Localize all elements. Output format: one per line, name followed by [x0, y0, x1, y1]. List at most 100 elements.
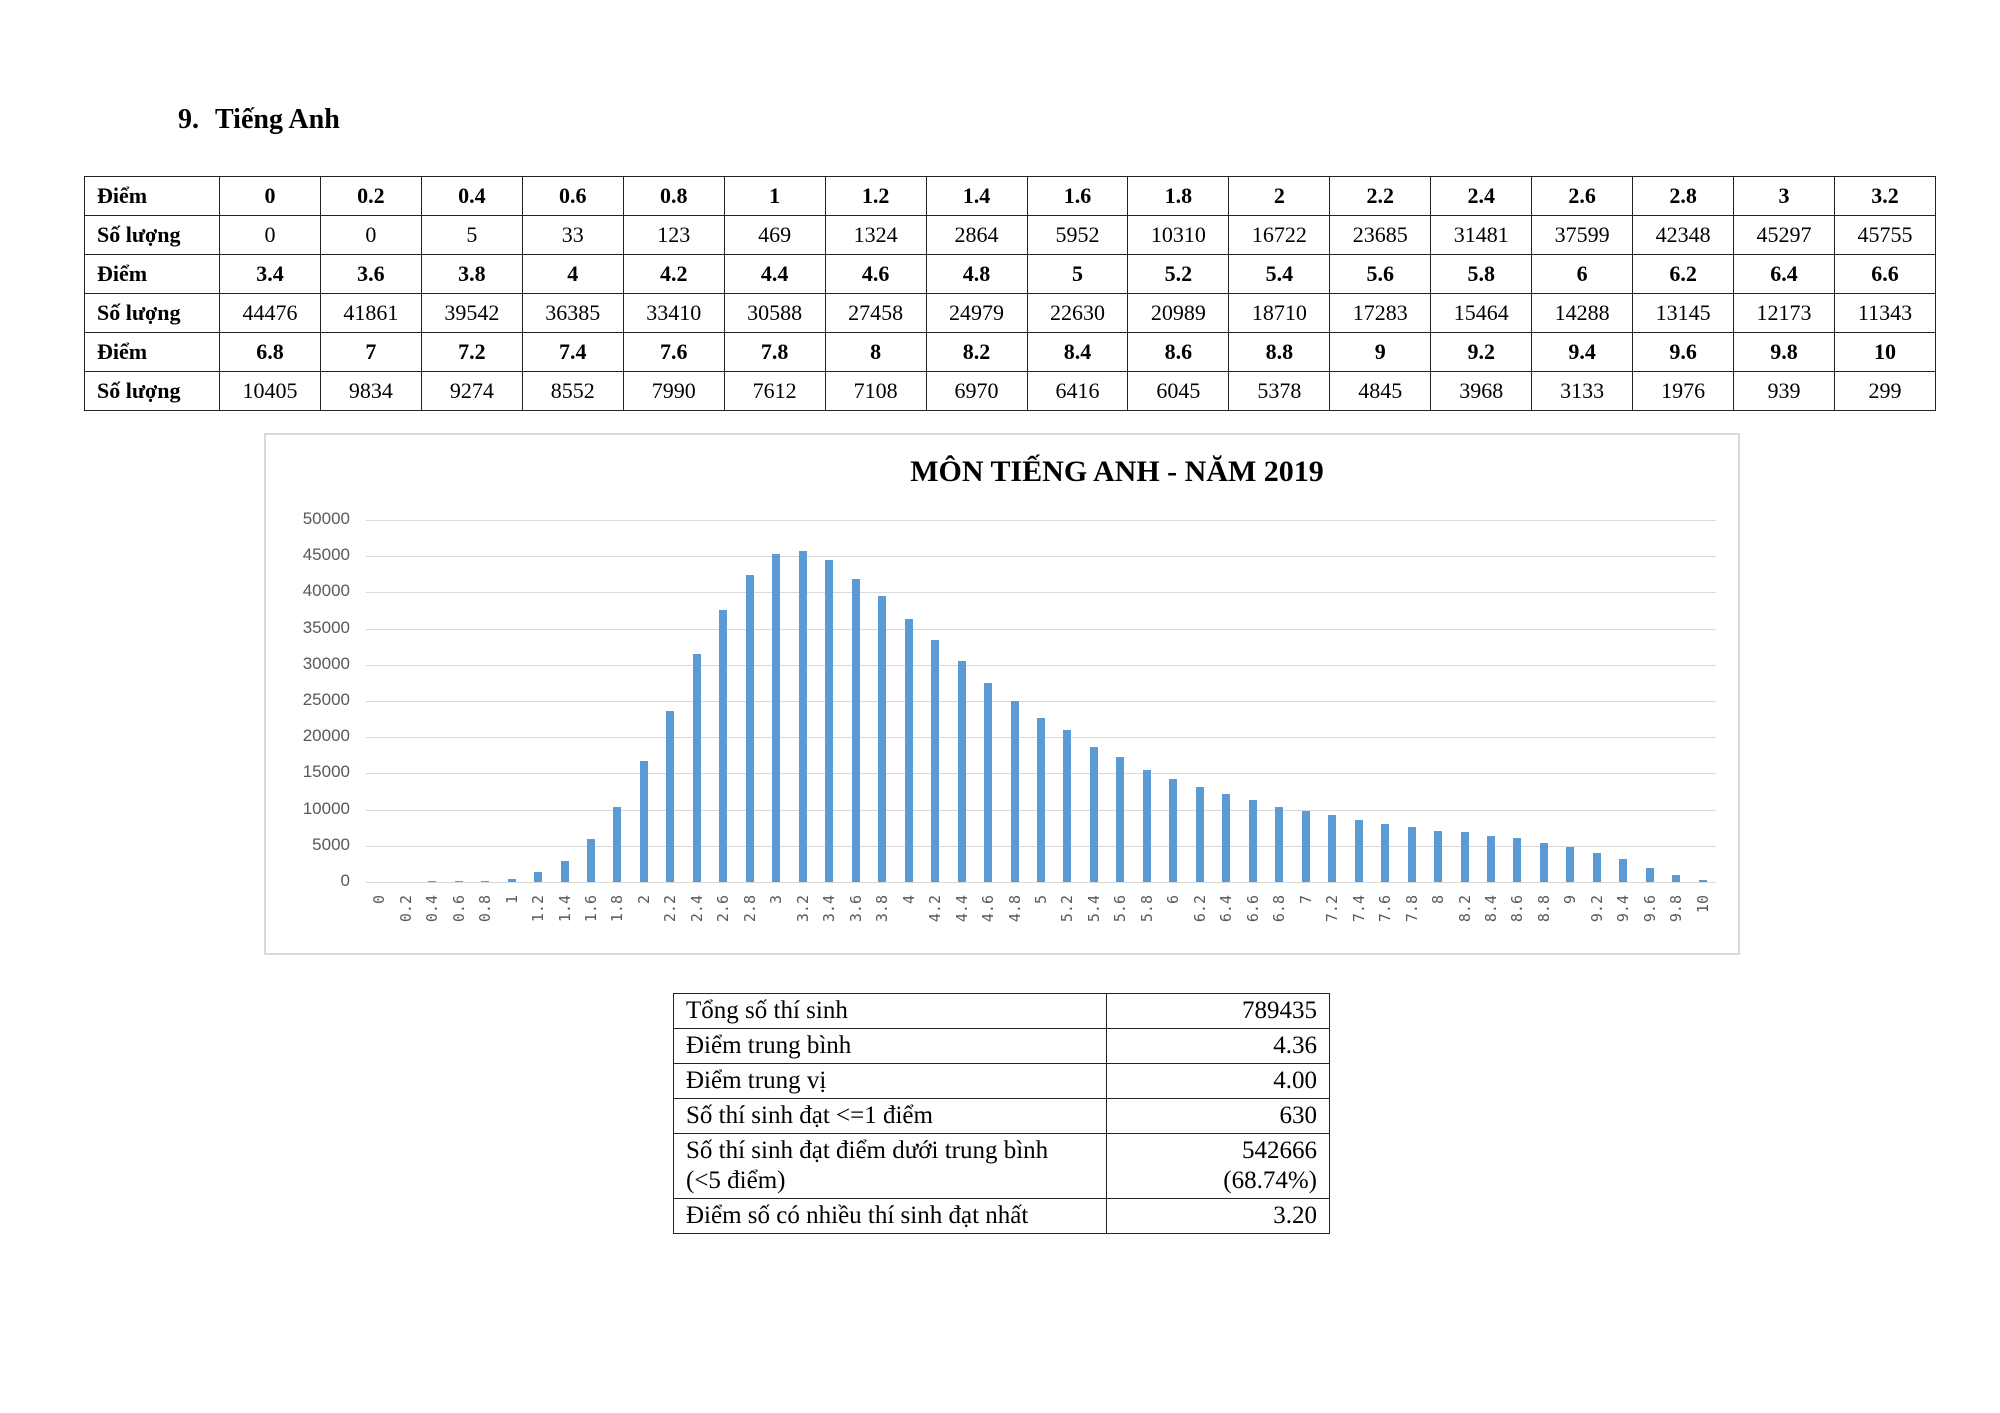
gridline — [366, 628, 1716, 630]
summary-value: 789435 — [1106, 993, 1330, 1029]
count-row: Số lượng 0 0 5 33 123 469 1324 2864 5952 10310 1672… — [84, 215, 1936, 255]
x-axis-tick-label: 7.6 — [1376, 895, 1395, 923]
histogram-bar — [560, 861, 569, 882]
count-row: Số lượng 44476 41861 39542 36385 33410 30588 27… — [84, 293, 1936, 333]
x-axis-tick-label: 10 — [1693, 895, 1712, 914]
x-axis-tick-label: 2.2 — [661, 895, 680, 923]
score-cell: 1.8 — [1127, 176, 1230, 216]
x-axis-tick-label: 1.8 — [608, 895, 627, 923]
row-header: Điểm — [84, 254, 220, 294]
summary-label-line2: (<5 điểm) — [686, 1167, 786, 1194]
count-cell: 9834 — [319, 371, 422, 411]
x-axis-tick-label: 8.8 — [1534, 895, 1553, 923]
count-cell: 14288 — [1531, 293, 1634, 333]
section-number: 9. — [178, 104, 199, 135]
score-row: Điểm 3.4 3.6 3.8 4 4.2 4.4 4.6 4.8 5 5.2 5.4 5.6 5.8 6… — [84, 254, 1936, 294]
histogram-bar — [613, 807, 622, 882]
count-cell: 30588 — [723, 293, 826, 333]
count-cell: 9274 — [420, 371, 523, 411]
row-header: Điểm — [84, 332, 220, 372]
x-axis-tick-label: 6.8 — [1270, 895, 1289, 923]
x-axis-tick-label: 0.8 — [476, 895, 495, 923]
x-axis-tick-label: 9.2 — [1587, 895, 1606, 923]
x-axis-tick-label: 3.8 — [873, 895, 892, 923]
histogram-bar — [428, 881, 437, 882]
y-axis-tick-label: 20000 — [302, 726, 350, 746]
histogram-bar — [1487, 835, 1495, 882]
histogram-bar — [745, 575, 754, 882]
count-cell: 5378 — [1228, 371, 1331, 411]
summary-statistics-table: Tổng số thí sinh 789435 Điểm trung bình … — [673, 993, 1330, 1234]
summary-label: Số thí sinh đạt <=1 điểm — [673, 1098, 1107, 1134]
count-cell: 4845 — [1329, 371, 1432, 411]
summary-value-line2: (68.74%) — [1223, 1167, 1317, 1194]
count-row: Số lượng 10405 9834 9274 8552 7990 7612 7108 697… — [84, 371, 1936, 411]
histogram-bar — [1566, 846, 1575, 882]
score-cell: 5.4 — [1228, 254, 1331, 294]
gridline — [366, 882, 1716, 883]
x-axis-tick-label: 9.8 — [1667, 895, 1686, 923]
summary-row-mode: Điểm số có nhiều thí sinh đạt nhất 3.20 — [673, 1198, 1330, 1234]
y-axis-tick-label: 10000 — [302, 798, 350, 818]
y-axis-tick-label: 25000 — [302, 690, 350, 709]
count-cell: 23685 — [1329, 215, 1432, 255]
count-cell: 24979 — [925, 293, 1028, 333]
count-cell: 299 — [1834, 371, 1936, 411]
score-cell: 4 — [521, 254, 624, 294]
gridline — [366, 664, 1716, 666]
count-cell: 7108 — [824, 371, 927, 411]
histogram-bar — [1328, 814, 1337, 882]
x-axis-tick-label: 1 — [502, 895, 521, 905]
count-cell: 5952 — [1026, 215, 1129, 255]
score-cell: 2.4 — [1430, 176, 1533, 216]
histogram-bar — [1195, 786, 1204, 882]
score-cell: 10 — [1834, 332, 1936, 372]
x-axis-tick-label: 9.6 — [1640, 895, 1659, 923]
histogram-bar — [825, 560, 834, 882]
histogram-bar — [1381, 824, 1390, 882]
count-cell: 10310 — [1127, 215, 1230, 255]
gridline — [366, 701, 1716, 702]
count-cell: 3968 — [1430, 371, 1533, 411]
score-cell: 4.6 — [824, 254, 927, 294]
x-axis-tick-label: 7.8 — [1402, 895, 1421, 923]
histogram-bar — [1222, 793, 1231, 882]
section-heading: 9. Tiếng Anh — [178, 104, 340, 136]
plot-area: 50000 45000 40000 35000 30000 25000 20000 15000… — [303, 509, 1716, 922]
x-axis-tick-label: 8.6 — [1508, 895, 1527, 923]
histogram-bar — [1407, 826, 1416, 882]
histogram-bar — [1301, 810, 1310, 882]
x-axis-tick-label: 8 — [1429, 895, 1448, 905]
summary-row-le1: Số thí sinh đạt <=1 điểm 630 — [673, 1098, 1330, 1134]
count-cell: 0 — [219, 215, 321, 255]
y-axis-tick-label: 30000 — [302, 653, 350, 673]
gridline — [366, 556, 1716, 558]
summary-row-total-candidates: Tổng số thí sinh 789435 — [673, 993, 1330, 1029]
x-axis-tick-label: 2 — [634, 895, 653, 905]
score-cell: 7.2 — [420, 332, 523, 372]
summary-row-mean: Điểm trung bình 4.36 — [673, 1028, 1330, 1064]
histogram-bar — [798, 550, 807, 882]
histogram-bar — [1010, 701, 1019, 882]
count-cell: 10405 — [219, 371, 321, 411]
x-axis-tick-label: 1.6 — [582, 895, 600, 923]
count-cell: 41861 — [319, 293, 422, 333]
score-cell: 1 — [723, 176, 826, 216]
x-axis-tick-label: 6 — [1164, 895, 1183, 905]
summary-value: 542666 (68.74%) — [1106, 1133, 1330, 1199]
histogram-bar — [1037, 718, 1045, 882]
x-axis-tick-label: 0.4 — [423, 895, 442, 923]
histogram-bar — [984, 683, 993, 882]
count-cell: 11343 — [1834, 293, 1936, 333]
score-cell: 0 — [219, 176, 321, 216]
row-header: Điểm — [84, 176, 220, 216]
score-cell: 5.2 — [1127, 254, 1230, 294]
score-cell: 6.8 — [219, 332, 321, 372]
chart-title: MÔN TIẾNG ANH - NĂM 2019 — [910, 455, 1324, 488]
count-cell: 17283 — [1329, 293, 1432, 333]
x-axis-tick-label: 0.6 — [449, 895, 468, 923]
score-cell: 4.4 — [723, 254, 826, 294]
x-axis-tick-label: 1.4 — [555, 895, 574, 923]
histogram-bar — [639, 760, 648, 882]
y-axis-tick-label: 40000 — [302, 581, 350, 601]
